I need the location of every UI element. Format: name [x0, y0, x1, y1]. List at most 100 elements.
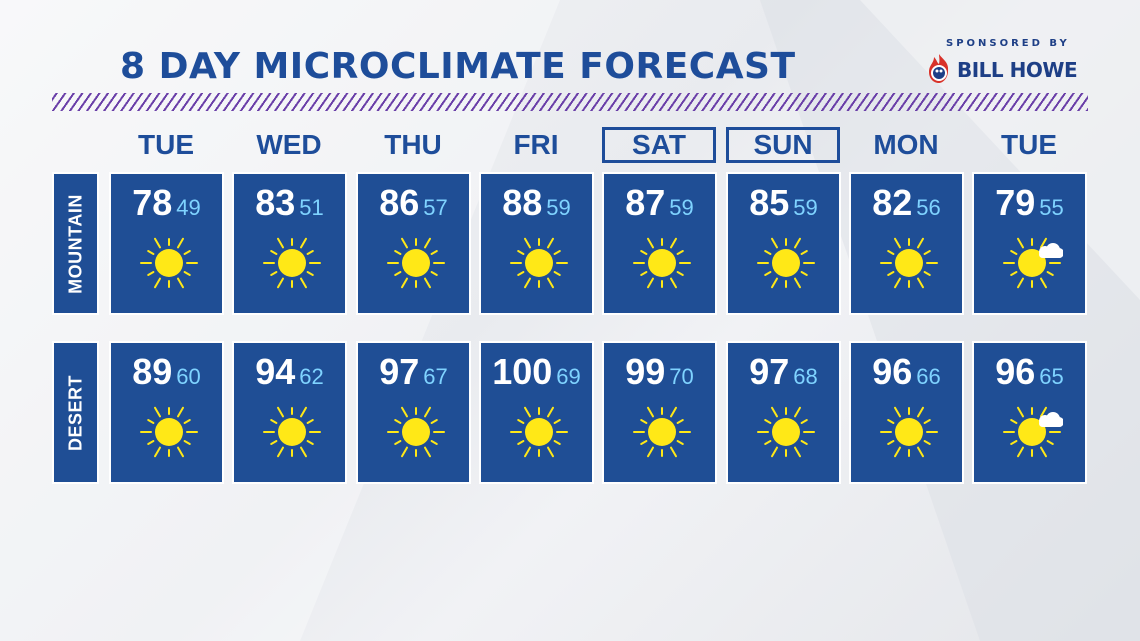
low-temp: 55	[1039, 195, 1064, 220]
day-header-row: TUE WED THU FRI SAT SUN MON TUE	[0, 125, 1140, 169]
sponsor-label: SPONSORED BY	[946, 38, 1070, 49]
sponsor-block: SPONSORED BY BILL HOWE	[920, 38, 1080, 88]
low-temp: 69	[556, 364, 581, 389]
high-temp: 82	[872, 182, 913, 223]
forecast-cell: 87 59	[602, 172, 717, 315]
cloud-icon	[1039, 412, 1063, 427]
low-temp: 51	[299, 195, 324, 220]
row-label-text: DESERT	[65, 374, 85, 451]
sun-icon	[140, 406, 198, 458]
temperature-pair: 79 55	[974, 182, 1085, 224]
high-temp: 97	[749, 351, 790, 392]
day-label-tue: TUE	[1001, 129, 1057, 160]
temperature-pair: 96 66	[851, 351, 962, 393]
temperature-pair: 86 57	[358, 182, 469, 224]
row-label: DESERT	[52, 341, 99, 484]
sun-icon	[387, 406, 445, 458]
temperature-pair: 99 70	[604, 351, 715, 393]
sun-icon	[510, 237, 568, 289]
temperature-pair: 89 60	[111, 351, 222, 393]
day-label-tue: TUE	[138, 129, 194, 160]
temperature-pair: 83 51	[234, 182, 345, 224]
forecast-cell: 82 56	[849, 172, 964, 315]
temperature-pair: 88 59	[481, 182, 592, 224]
low-temp: 56	[916, 195, 941, 220]
partly-sunny-icon	[1003, 406, 1063, 458]
forecast-cell: 100 69	[479, 341, 594, 484]
sun-icon	[757, 406, 815, 458]
low-temp: 59	[546, 195, 571, 220]
high-temp: 88	[502, 182, 543, 223]
high-temp: 87	[625, 182, 666, 223]
low-temp: 68	[793, 364, 818, 389]
high-temp: 96	[872, 351, 913, 392]
partly-sunny-icon	[1003, 237, 1063, 289]
low-temp: 66	[916, 364, 941, 389]
forecast-cell: 99 70	[602, 341, 717, 484]
high-temp: 85	[749, 182, 790, 223]
low-temp: 67	[423, 364, 448, 389]
cloud-icon	[1039, 243, 1063, 258]
forecast-row-desert: DESERT 89 60 94 62 97 67 100 69 99 70 97 68 96 66 96 65	[0, 341, 1140, 484]
low-temp: 59	[793, 195, 818, 220]
forecast-cell: 97 68	[726, 341, 841, 484]
low-temp: 60	[176, 364, 201, 389]
day-label-mon: MON	[873, 129, 939, 160]
high-temp: 99	[625, 351, 666, 392]
forecast-row-mountain: MOUNTAIN 78 49 83 51 86 57 88 59 87 59 85 59 82 56 79 55	[0, 172, 1140, 315]
temperature-pair: 94 62	[234, 351, 345, 393]
forecast-cell: 86 57	[356, 172, 471, 315]
low-temp: 49	[176, 195, 201, 220]
forecast-cell: 96 65	[972, 341, 1087, 484]
temperature-pair: 97 67	[358, 351, 469, 393]
sponsor-name: BILL HOWE	[957, 58, 1078, 82]
sun-icon	[140, 237, 198, 289]
high-temp: 97	[379, 351, 420, 392]
high-temp: 96	[995, 351, 1036, 392]
temperature-pair: 96 65	[974, 351, 1085, 393]
high-temp: 94	[255, 351, 296, 392]
forecast-cell: 78 49	[109, 172, 224, 315]
temperature-pair: 82 56	[851, 182, 962, 224]
forecast-cell: 85 59	[726, 172, 841, 315]
low-temp: 57	[423, 195, 448, 220]
forecast-cell: 97 67	[356, 341, 471, 484]
row-label: MOUNTAIN	[52, 172, 99, 315]
day-label-sat: SAT	[602, 127, 716, 163]
sun-icon	[263, 406, 321, 458]
high-temp: 100	[492, 351, 553, 392]
sun-icon	[263, 237, 321, 289]
sun-icon	[510, 406, 568, 458]
sun-icon	[633, 237, 691, 289]
row-label-text: MOUNTAIN	[65, 193, 85, 294]
forecast-cell: 88 59	[479, 172, 594, 315]
temperature-pair: 85 59	[728, 182, 839, 224]
high-temp: 78	[132, 182, 173, 223]
high-temp: 79	[995, 182, 1036, 223]
divider-hatch	[52, 93, 1088, 111]
low-temp: 65	[1039, 364, 1064, 389]
temperature-pair: 87 59	[604, 182, 715, 224]
day-label-thu: THU	[384, 129, 442, 160]
page-title: 8 DAY MICROCLIMATE FORECAST	[120, 46, 796, 87]
sun-icon	[387, 237, 445, 289]
high-temp: 83	[255, 182, 296, 223]
day-label-sun: SUN	[726, 127, 840, 163]
low-temp: 62	[299, 364, 324, 389]
day-label-wed: WED	[256, 129, 322, 160]
temperature-pair: 78 49	[111, 182, 222, 224]
sun-icon	[880, 406, 938, 458]
temperature-pair: 97 68	[728, 351, 839, 393]
forecast-cell: 94 62	[232, 341, 347, 484]
high-temp: 89	[132, 351, 173, 392]
sun-icon	[880, 237, 938, 289]
forecast-cell: 79 55	[972, 172, 1087, 315]
flame-logo-icon	[929, 54, 949, 83]
sun-icon	[757, 237, 815, 289]
forecast-cell: 89 60	[109, 341, 224, 484]
temperature-pair: 100 69	[481, 351, 592, 393]
low-temp: 59	[669, 195, 694, 220]
day-label-fri: FRI	[513, 129, 559, 160]
high-temp: 86	[379, 182, 420, 223]
low-temp: 70	[669, 364, 694, 389]
